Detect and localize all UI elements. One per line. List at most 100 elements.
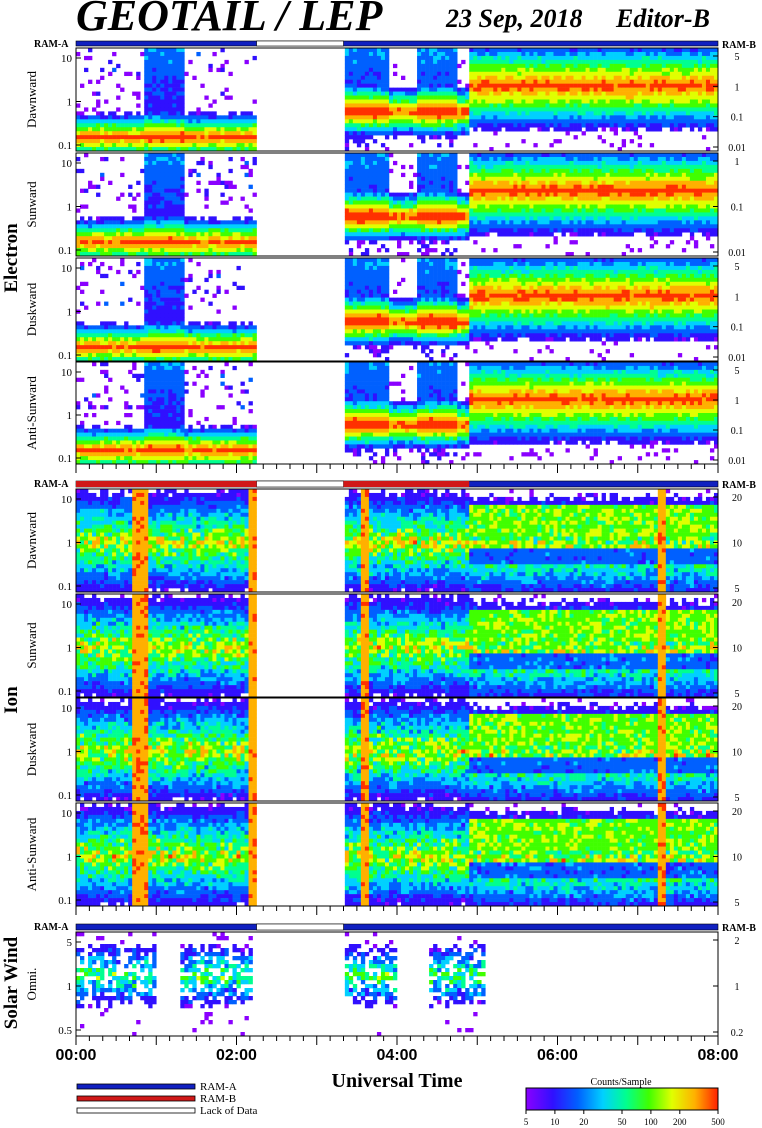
heatmap-cell xyxy=(429,123,434,128)
heatmap-cell xyxy=(645,188,651,193)
heatmap-cell xyxy=(136,236,141,241)
heatmap-cell xyxy=(601,99,606,104)
heatmap-cell xyxy=(445,248,450,253)
heatmap-cell xyxy=(100,216,105,221)
heatmap-cell xyxy=(388,119,394,124)
heatmap-cell xyxy=(376,164,382,170)
heatmap-cell xyxy=(380,75,386,80)
heatmap-cell xyxy=(204,147,209,152)
heatmap-cell xyxy=(252,160,257,166)
heatmap-cell xyxy=(509,51,514,57)
heatmap-cell xyxy=(344,95,350,100)
heatmap-cell xyxy=(164,220,169,225)
heatmap-cell xyxy=(100,232,105,237)
heatmap-cell xyxy=(364,123,370,128)
heatmap-cell xyxy=(497,71,502,77)
heatmap-cell xyxy=(641,153,647,158)
heatmap-cell xyxy=(417,131,422,136)
heatmap-cell xyxy=(392,204,398,209)
heatmap-cell xyxy=(449,224,454,229)
heatmap-cell xyxy=(609,196,614,201)
heatmap-cell xyxy=(437,135,442,140)
heatmap-cell xyxy=(348,208,354,213)
heatmap-cell xyxy=(545,79,550,84)
heatmap-cell xyxy=(409,224,414,229)
heatmap-cell xyxy=(364,63,370,69)
heatmap-cell xyxy=(156,248,161,253)
heatmap-cell xyxy=(573,127,578,132)
heatmap-cell xyxy=(180,71,185,77)
heatmap-cell xyxy=(625,196,631,201)
heatmap-cell xyxy=(601,103,606,108)
heatmap-cell xyxy=(356,232,362,237)
heatmap-cell xyxy=(80,224,85,229)
heatmap-cell xyxy=(112,224,117,229)
heatmap-cell xyxy=(348,168,354,174)
heatmap-cell xyxy=(348,48,354,53)
heatmap-cell xyxy=(144,59,149,65)
heatmap-cell xyxy=(609,48,614,53)
heatmap-cell xyxy=(437,83,442,88)
heatmap-cell xyxy=(585,156,590,162)
heatmap-cell xyxy=(413,196,418,201)
heatmap-cell xyxy=(409,240,414,245)
heatmap-cell xyxy=(513,87,518,92)
heatmap-cell xyxy=(232,143,237,148)
heatmap-cell xyxy=(152,184,157,189)
heatmap-cell xyxy=(421,123,426,128)
heatmap-cell xyxy=(589,51,594,57)
heatmap-cell xyxy=(413,131,418,136)
heatmap-cell xyxy=(697,95,703,100)
heatmap-cell xyxy=(609,156,614,162)
heatmap-cell xyxy=(621,95,627,100)
heatmap-cell xyxy=(605,168,610,174)
heatmap-cell xyxy=(473,168,478,174)
heatmap-cell xyxy=(665,48,671,53)
heatmap-cell xyxy=(120,127,125,132)
heatmap-cell xyxy=(244,224,249,229)
heatmap-cell xyxy=(132,127,137,132)
heatmap-cell xyxy=(665,228,671,233)
heatmap-cell xyxy=(144,212,149,217)
heatmap-cell xyxy=(136,216,141,221)
heatmap-cell xyxy=(188,172,193,178)
heatmap-cell xyxy=(605,192,610,197)
heatmap-cell xyxy=(621,204,627,209)
heatmap-cell xyxy=(360,240,366,245)
heatmap-cell xyxy=(633,216,639,221)
heatmap-cell xyxy=(697,119,703,124)
heatmap-cell xyxy=(84,107,89,112)
heatmap-cell xyxy=(104,135,109,140)
heatmap-cell xyxy=(517,107,522,112)
heatmap-cell xyxy=(493,95,498,100)
heatmap-cell xyxy=(112,127,117,132)
heatmap-cell xyxy=(449,127,454,132)
heatmap-cell xyxy=(633,119,639,124)
heatmap-cell xyxy=(633,115,639,120)
heatmap-cell xyxy=(372,139,378,144)
heatmap-cell xyxy=(557,71,562,77)
heatmap-cell xyxy=(429,99,434,104)
heatmap-cell xyxy=(557,196,562,201)
heatmap-cell xyxy=(621,119,627,124)
heatmap-cell xyxy=(621,252,627,257)
heatmap-cell xyxy=(128,252,133,257)
heatmap-cell xyxy=(557,55,562,61)
heatmap-cell xyxy=(200,83,205,88)
heatmap-cell xyxy=(405,216,410,221)
heatmap-cell xyxy=(236,252,241,257)
heatmap-cell xyxy=(533,143,538,148)
heatmap-cell xyxy=(136,91,141,96)
heatmap-cell xyxy=(641,200,647,205)
heatmap-cell xyxy=(493,224,498,229)
heatmap-cell xyxy=(433,71,438,77)
heatmap-cell xyxy=(581,48,586,53)
heatmap-cell xyxy=(581,51,586,57)
heatmap-cell xyxy=(152,48,157,53)
heatmap-cell xyxy=(196,107,201,112)
heatmap-cell xyxy=(453,48,458,53)
heatmap-cell xyxy=(637,188,643,193)
heatmap-cell xyxy=(445,71,450,77)
heatmap-cell xyxy=(681,63,687,69)
heatmap-cell xyxy=(164,59,169,65)
